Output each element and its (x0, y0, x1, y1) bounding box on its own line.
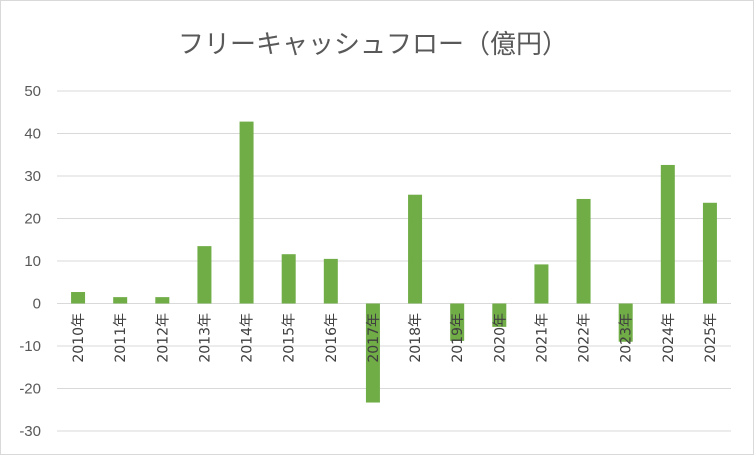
x-tick-label: 2013年 (197, 313, 213, 363)
x-tick-label: 2010年 (71, 313, 87, 363)
bar (323, 258, 338, 304)
x-tick-label: 2015年 (282, 313, 298, 363)
x-tick-label: 2018年 (408, 313, 424, 363)
bars (71, 121, 717, 403)
bar (113, 297, 128, 304)
y-tick-label: 20 (24, 211, 41, 228)
x-axis-tick-labels: 2010年 2011年 2012年 2013年 2014年 2015年 2016年 2017年… (71, 313, 719, 363)
x-tick-label: 2012年 (155, 313, 171, 363)
y-tick-label: 30 (24, 168, 41, 185)
y-tick-label: 40 (24, 126, 41, 143)
bar (281, 254, 296, 304)
x-tick-label: 2011年 (113, 313, 129, 363)
x-tick-label: 2024年 (661, 313, 677, 363)
y-tick-label: -20 (19, 381, 41, 398)
bar (239, 121, 254, 304)
x-tick-label: 2019年 (450, 313, 466, 363)
bar (492, 303, 507, 327)
y-tick-label: 0 (33, 296, 41, 313)
x-tick-label: 2025年 (703, 313, 719, 363)
bar (702, 202, 717, 304)
bar (408, 194, 423, 304)
bar (534, 264, 549, 304)
gridlines (57, 90, 731, 432)
bar (155, 297, 170, 304)
bar (618, 303, 633, 342)
bar (365, 303, 380, 403)
x-tick-label: 2023年 (619, 313, 635, 363)
bar (197, 246, 212, 304)
bar (576, 198, 591, 304)
x-tick-label: 2017年 (366, 313, 382, 363)
y-tick-label: -30 (19, 423, 41, 440)
bar (71, 292, 86, 304)
y-tick-label: 50 (24, 83, 41, 100)
x-tick-label: 2016年 (324, 313, 340, 363)
chart-title: フリーキャッシュフロー（億円） (178, 30, 568, 60)
y-axis-tick-labels: 50 40 30 20 10 0 -10 -20 -30 (19, 83, 41, 440)
x-tick-label: 2022年 (577, 313, 593, 363)
x-tick-label: 2021年 (534, 313, 550, 363)
x-tick-label: 2014年 (240, 313, 256, 363)
bar (660, 164, 675, 304)
y-tick-label: -10 (19, 338, 41, 355)
x-tick-label: 2020年 (492, 313, 508, 363)
bar (450, 303, 465, 341)
y-tick-label: 10 (24, 253, 41, 270)
